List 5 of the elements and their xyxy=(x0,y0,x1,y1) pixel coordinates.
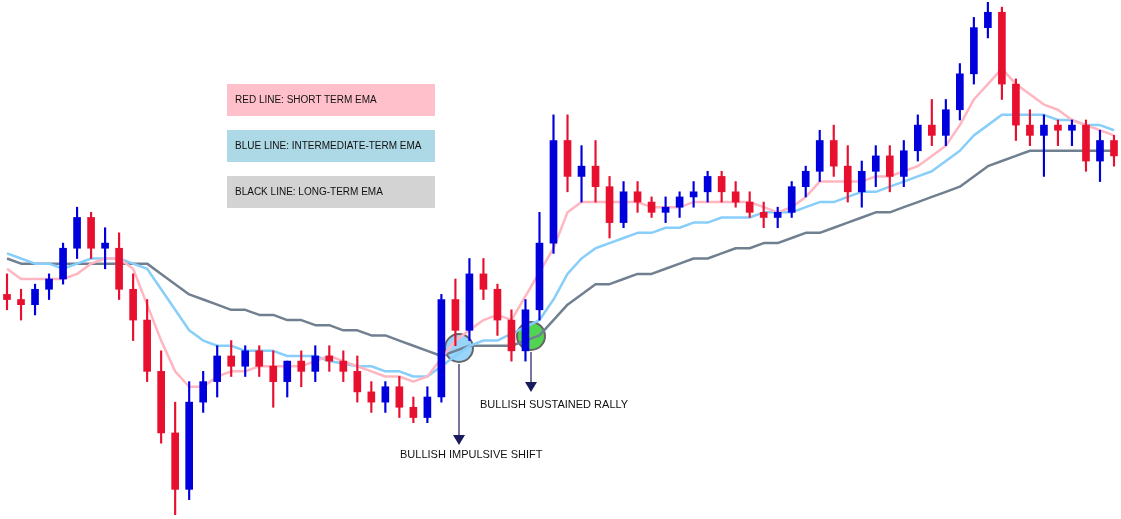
annotation: BULLISH SUSTAINED RALLY xyxy=(480,398,629,410)
annotation: BULLISH IMPULSIVE SHIFT xyxy=(400,448,543,460)
text-box: RED LINE: SHORT TERM EMA xyxy=(227,84,435,116)
text-box: BLACK LINE: LONG-TERM EMA xyxy=(227,176,435,208)
text-box: BLUE LINE: INTERMEDIATE-TERM EMA xyxy=(227,130,435,162)
